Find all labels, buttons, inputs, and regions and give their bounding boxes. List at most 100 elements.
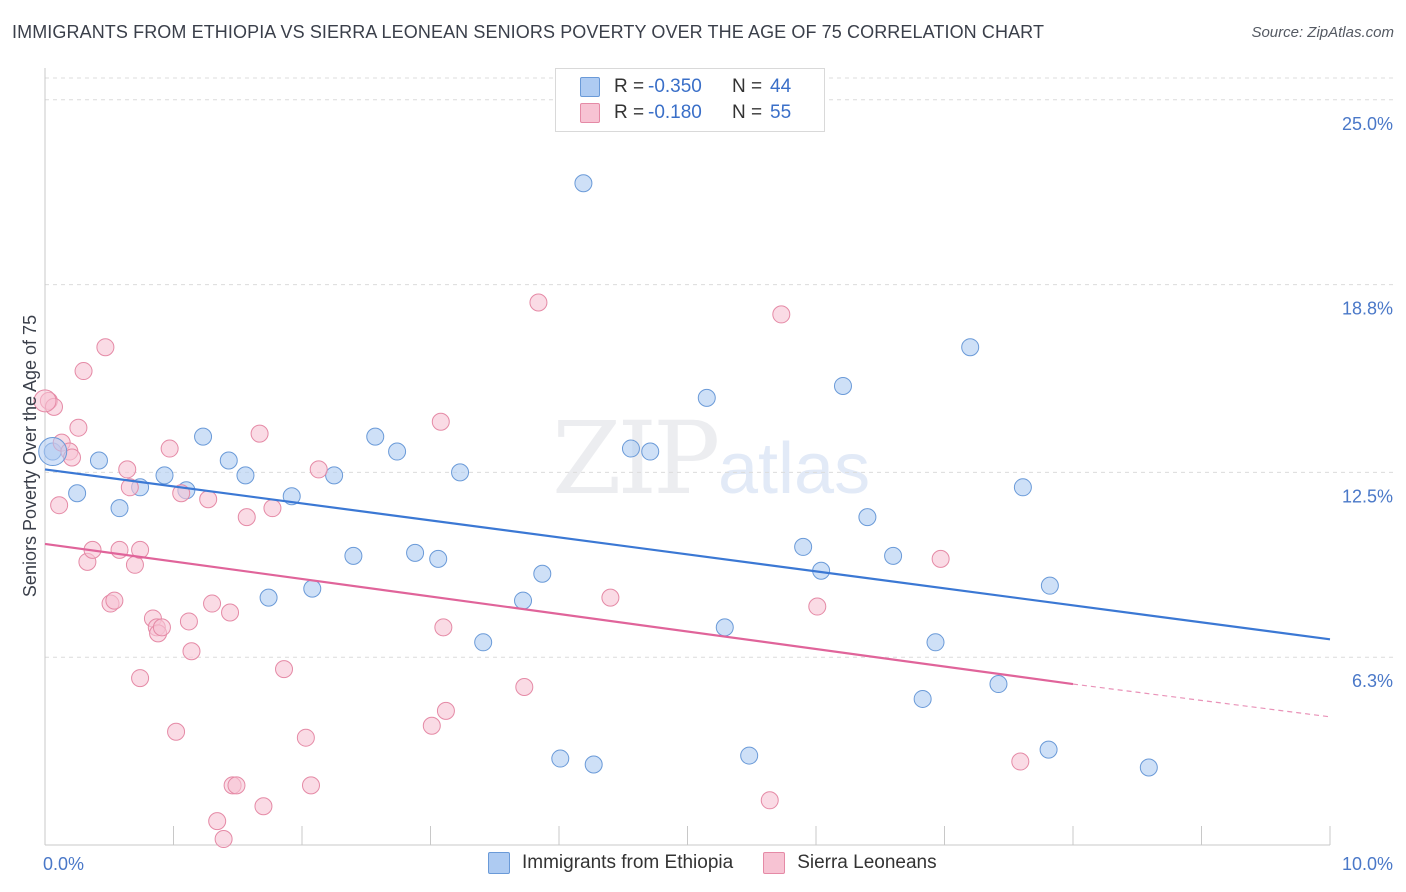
legend-r-label: R =	[614, 102, 645, 123]
sierra-leonean-point	[214, 830, 233, 849]
sierra-leonean-point	[203, 594, 222, 613]
sierra-leonean-point	[275, 660, 294, 679]
ethiopia-point	[1013, 478, 1032, 497]
sierra-leonean-point	[120, 478, 139, 497]
legend-r-value: -0.350	[648, 76, 702, 97]
tick-labels: 6.3% 12.5% 18.8% 25.0% 0.0% 10.0%	[43, 114, 1393, 874]
sierra-leonean-point	[263, 499, 282, 518]
legend-row-ethiopia: R = -0.350 N = 44	[580, 74, 791, 100]
x-tick-label: 10.0%	[1342, 854, 1393, 874]
trend-lines	[44, 468, 1331, 718]
ethiopia-point	[406, 543, 425, 562]
sierra-leonean-trend-line-extension	[1072, 683, 1331, 718]
ethiopia-point	[913, 689, 932, 708]
ethiopia-point	[110, 499, 129, 518]
sierra-leonean-point	[301, 776, 320, 795]
ethiopia-point	[303, 579, 322, 598]
sierra-leonean-point	[167, 722, 186, 741]
legend-swatch-sierra-leonean	[580, 103, 600, 123]
watermark-atlas: atlas	[718, 429, 871, 509]
legend-swatch-ethiopia	[580, 77, 600, 97]
source-label: Source: ZipAtlas.com	[1251, 24, 1394, 41]
y-tick-label: 12.5%	[1342, 486, 1393, 506]
ethiopia-point	[551, 749, 570, 768]
sierra-leonean-trend-line	[44, 542, 1074, 686]
ethiopia-point	[926, 633, 945, 652]
ethiopia-point	[584, 755, 603, 774]
sierra-leonean-point	[221, 603, 240, 622]
sierra-leonean-point	[237, 508, 256, 527]
legend-n-label: N =	[732, 102, 763, 123]
data-points	[33, 174, 1158, 849]
sierra-leonean-point	[208, 812, 227, 831]
sierra-leonean-point	[296, 728, 315, 747]
ethiopia-point-large	[38, 437, 68, 467]
sierra-leonean-point	[50, 496, 69, 515]
watermark-zip: ZIP	[552, 400, 720, 517]
sierra-leonean-point	[131, 540, 150, 559]
ethiopia-point	[219, 451, 238, 470]
y-tick-label: 6.3%	[1352, 671, 1393, 691]
sierra-leonean-point	[250, 424, 269, 443]
legend-r-label: R =	[614, 76, 645, 97]
legend-n-value: 44	[770, 76, 792, 97]
ethiopia-point	[388, 442, 407, 461]
ethiopia-point	[794, 537, 813, 556]
ethiopia-point	[344, 546, 363, 565]
ethiopia-point	[740, 746, 759, 765]
ethiopia-point	[366, 427, 385, 446]
sierra-leonean-point-large	[33, 389, 57, 413]
sierra-leonean-point	[118, 460, 137, 479]
ethiopia-point	[833, 376, 852, 395]
y-tick-label: 25.0%	[1342, 114, 1393, 134]
ethiopia-point	[474, 633, 493, 652]
grid-lines	[45, 77, 1395, 658]
legend-n-value: 55	[770, 102, 792, 123]
legend-n-label: N =	[732, 76, 763, 97]
sierra-leonean-point	[74, 362, 93, 381]
sierra-leonean-point	[179, 612, 198, 631]
y-tick-label: 18.8%	[1342, 299, 1393, 319]
sierra-leonean-point	[254, 797, 273, 816]
ethiopia-point	[1139, 758, 1158, 777]
ethiopia-point	[574, 174, 593, 193]
sierra-leonean-point	[434, 618, 453, 637]
sierra-leonean-point	[1011, 752, 1030, 771]
ethiopia-point	[858, 508, 877, 527]
sierra-leonean-point	[529, 293, 548, 312]
legend-r-value: -0.180	[648, 102, 702, 123]
legend-row-sierra-leonean: R = -0.180 N = 55	[580, 100, 791, 126]
ethiopia-point	[1039, 740, 1058, 759]
sierra-leonean-point	[131, 669, 150, 688]
sierra-leonean-point	[436, 701, 455, 720]
ethiopia-point	[429, 549, 448, 568]
ethiopia-point	[68, 484, 87, 503]
x-tick-label: 0.0%	[43, 854, 84, 874]
sierra-leonean-point	[431, 412, 450, 431]
sierra-leonean-point	[601, 588, 620, 607]
ethiopia-point	[1040, 576, 1059, 595]
sierra-leonean-point	[105, 591, 124, 610]
sierra-leonean-point	[227, 776, 246, 795]
legend-label-sierra-leonean: Sierra Leoneans	[797, 852, 937, 873]
y-axis-label: Seniors Poverty Over the Age of 75	[20, 315, 40, 597]
sierra-leonean-point	[309, 460, 328, 479]
ethiopia-point	[155, 466, 174, 485]
ethiopia-point	[236, 466, 255, 485]
sierra-leonean-point	[772, 305, 791, 324]
legend-item-sierra-leonean[interactable]: Sierra Leoneans	[763, 852, 937, 874]
correlation-legend: R = -0.350 N = 44 R = -0.180 N = 55	[555, 68, 825, 132]
sierra-leonean-point	[182, 642, 201, 661]
ethiopia-point	[641, 442, 660, 461]
sierra-leonean-point	[199, 490, 218, 509]
ethiopia-point	[325, 466, 344, 485]
sierra-leonean-point	[760, 791, 779, 810]
legend-label-ethiopia: Immigrants from Ethiopia	[522, 852, 734, 873]
legend-swatch-sierra-leonean	[763, 852, 786, 874]
ethiopia-point	[715, 618, 734, 637]
ethiopia-point	[961, 338, 980, 357]
ethiopia-point	[514, 591, 533, 610]
sierra-leonean-point	[808, 597, 827, 616]
legend-item-ethiopia[interactable]: Immigrants from Ethiopia	[488, 852, 733, 874]
